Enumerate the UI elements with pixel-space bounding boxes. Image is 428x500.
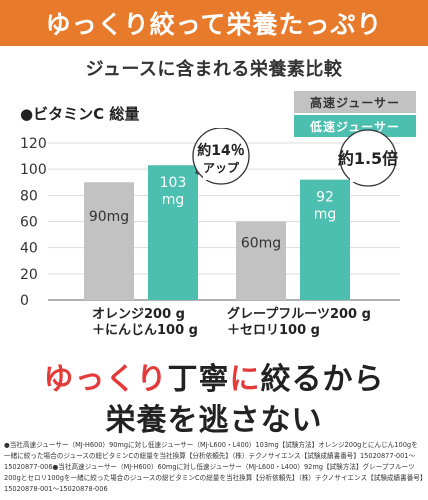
category-label-line: オレンジ200 g [92, 307, 185, 322]
metric-label: ●ビタミンC 総量 [20, 105, 140, 123]
category-label-line: グレープフルーツ200 g [227, 307, 371, 322]
bar-value-label: 90mg [89, 209, 129, 225]
category-label-orange: オレンジ200 g ＋にんじん100 g [92, 307, 198, 339]
tagline-part: ゆっくり [43, 362, 168, 397]
tagline-part: に [229, 362, 261, 397]
vitamin-c-bar-chart: 0 20 40 60 80 100 120 90mg 60mg 103 mg 92 mg 約14％アップ 約… [20, 128, 400, 309]
tagline-part: 丁寧 [167, 362, 230, 397]
y-tick-label: 20 [20, 267, 38, 283]
chart-subtitle: ジュースに含まれる栄養素比較 [85, 59, 343, 80]
y-tick-label: 120 [20, 136, 47, 152]
legend-low-speed: 低速ジューサー [294, 115, 416, 137]
bar-value-label: 60mg [241, 235, 281, 251]
category-label-line: ＋にんじん100 g [92, 323, 198, 338]
bar-high-speed [84, 182, 134, 300]
callout-text: 約14％ [197, 142, 244, 159]
callout-text: 約1.5倍 [338, 149, 398, 168]
y-tick-label: 80 [20, 188, 38, 204]
bar-high-speed [236, 221, 286, 300]
footnote: ●当社高速ジューサー（MJ-H600）90mgに対し低速ジューサー（MJ-L60… [4, 441, 424, 493]
bar-low-speed [300, 179, 350, 300]
legend-high-speed: 高速ジューサー [294, 91, 416, 113]
bar-value-label: 103 mg [160, 175, 187, 208]
callout-text: アップ [203, 160, 240, 175]
y-tick-label: 40 [20, 241, 38, 257]
category-label-line: ＋セロリ100 g [227, 323, 320, 338]
bar-value-label: 92 mg [314, 190, 337, 223]
callout-tail-mask [350, 172, 362, 182]
tagline-part: 絞るから [260, 362, 385, 397]
y-tick-label: 60 [20, 215, 38, 231]
top-banner: ゆっくり絞って栄養たっぷり [0, 0, 428, 46]
category-label-grapefruit: グレープフルーツ200 g ＋セロリ100 g [227, 307, 371, 339]
tagline-line-1: ゆっくり丁寧に絞るから [0, 354, 428, 398]
bar-low-speed [148, 165, 198, 300]
y-tick-label: 100 [20, 162, 47, 178]
y-tick-label: 0 [20, 293, 29, 309]
banner-text: ゆっくり絞って栄養たっぷり [45, 10, 383, 39]
callout-bubble [192, 128, 250, 185]
tagline-line-2: 栄養を逃さない [105, 403, 323, 438]
callout-tail-mask [203, 170, 215, 180]
